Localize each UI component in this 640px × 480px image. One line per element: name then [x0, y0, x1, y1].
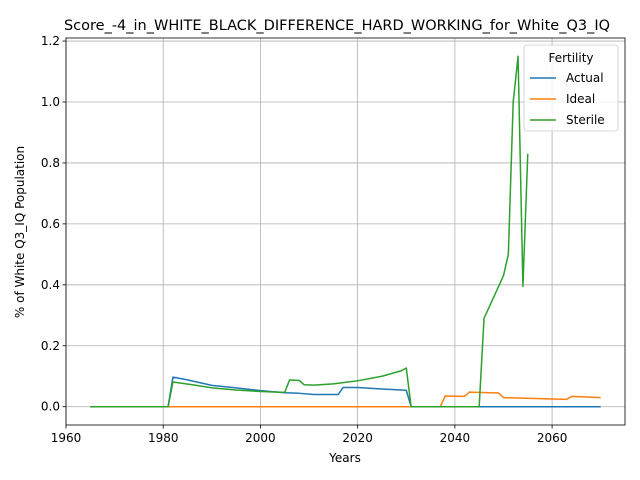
legend-box	[523, 44, 619, 132]
series-line-sterile	[90, 55, 529, 408]
y-tick-label: 1.2	[41, 34, 60, 48]
x-axis-label: Years	[328, 451, 361, 465]
grid	[65, 38, 625, 425]
legend-label-sterile: Sterile	[566, 113, 605, 127]
x-tick-label: 2000	[245, 431, 276, 445]
legend-title: Fertility	[548, 51, 593, 65]
plot-frame	[65, 37, 626, 426]
chart-title: Score_-4_in_WHITE_BLACK_DIFFERENCE_HARD_…	[64, 18, 610, 34]
legend: Fertility Actual Ideal Sterile	[523, 44, 619, 132]
legend-label-ideal: Ideal	[566, 92, 595, 106]
series-line-actual	[90, 376, 601, 408]
y-tick-label: 0.8	[41, 156, 60, 170]
y-tick-label: 0.4	[41, 278, 60, 292]
series-line-ideal	[90, 391, 601, 408]
x-tick-label: 2020	[342, 431, 373, 445]
y-tick-label: 0.0	[41, 400, 60, 414]
x-tick-label: 2060	[537, 431, 568, 445]
y-axis-label: % of White Q3_IQ Population	[13, 146, 27, 318]
y-tick-label: 1.0	[41, 95, 60, 109]
series-lines	[90, 55, 601, 408]
y-tick-label: 0.2	[41, 339, 60, 353]
x-tick-label: 2040	[440, 431, 471, 445]
x-tick-label: 1980	[148, 431, 179, 445]
axes: 1960 1980 2000 2020 2040 2060 0.0 0.2 0.4 0.6 0.8 1…	[41, 34, 626, 445]
x-tick-label: 1960	[51, 431, 82, 445]
y-tick-label: 0.6	[41, 217, 60, 231]
legend-label-actual: Actual	[566, 71, 604, 85]
